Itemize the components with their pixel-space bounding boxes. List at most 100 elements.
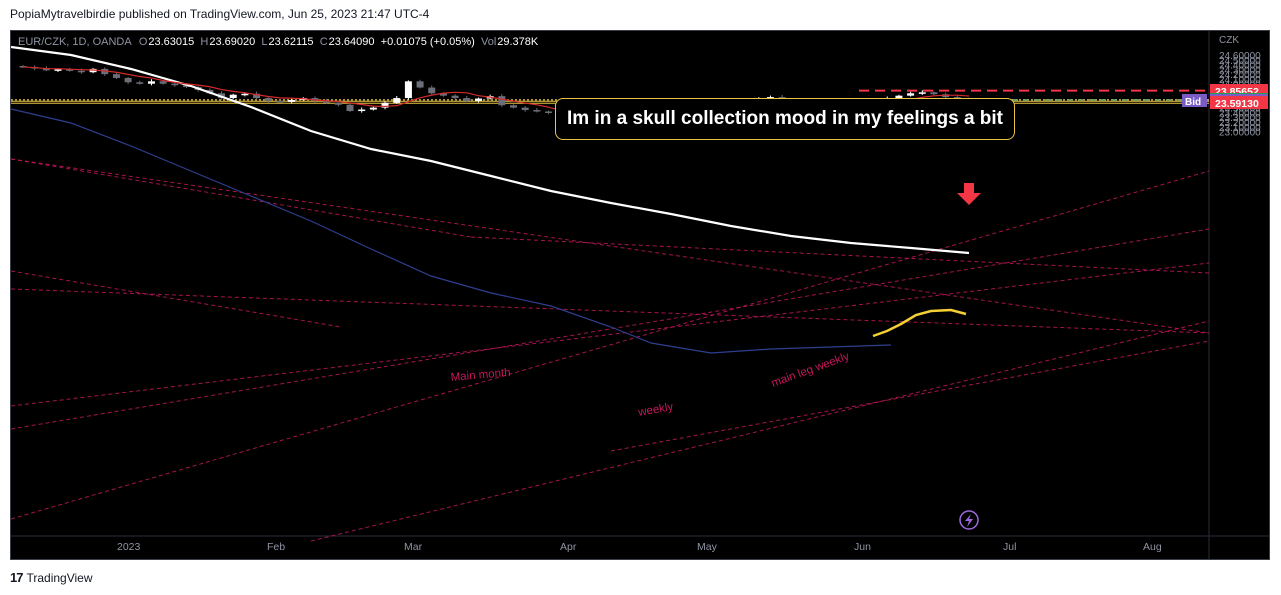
trendline-4 <box>11 262 1210 407</box>
lightning-glyph <box>965 514 973 527</box>
candle-31 <box>381 102 389 108</box>
candle-22 <box>276 100 284 103</box>
candle-13 <box>171 83 179 86</box>
candle-4 <box>66 69 74 71</box>
candle-27 <box>334 102 342 105</box>
candle-10 <box>136 82 144 84</box>
tradingview-logo-icon[interactable]: 17 <box>10 570 24 585</box>
label-weekly: weekly <box>636 401 674 419</box>
x-tick-2023: 2023 <box>117 541 141 553</box>
y-tick-12: 23.40000 <box>1219 108 1261 119</box>
y-tick-0: 24.60000 <box>1219 51 1261 62</box>
legend-high: 23.69020 <box>209 36 256 48</box>
legend-close-label: C <box>319 36 328 48</box>
trendline-5 <box>11 228 1210 430</box>
candle-45 <box>545 111 553 113</box>
x-tick-apr: Apr <box>560 541 577 553</box>
candle-80 <box>953 97 961 99</box>
candle-23 <box>288 99 296 102</box>
candle-9 <box>124 77 132 83</box>
candle-41 <box>498 96 506 106</box>
x-tick-jul: Jul <box>1003 541 1016 553</box>
y-tick-3: 24.30000 <box>1219 65 1261 76</box>
price-tag-bg-5 <box>1182 94 1207 107</box>
ma-blue-line <box>11 108 892 354</box>
price-label-bg-6 <box>1210 96 1268 109</box>
price-label-6: 23.59130 <box>1215 98 1259 110</box>
replay-lightning-icon <box>959 510 979 530</box>
candle-34 <box>416 81 424 88</box>
y-tick-4: 24.20000 <box>1219 70 1261 81</box>
candle-39 <box>474 98 482 101</box>
price-axis-panel <box>1209 31 1269 559</box>
legend-change: +0.01075 (+0.05%) <box>380 36 475 48</box>
candle-21 <box>264 98 272 101</box>
y-tick-1: 24.50000 <box>1219 56 1261 67</box>
candle-8 <box>112 74 120 78</box>
footer: 17 TradingView <box>10 570 93 585</box>
candle-75 <box>895 95 903 99</box>
x-tick-aug: Aug <box>1143 541 1162 553</box>
candle-0 <box>19 66 27 68</box>
trendline-6 <box>11 170 1210 520</box>
symbol-legend: EUR/CZK, 1D, OANDA O23.63015 H23.69020 L… <box>18 36 538 48</box>
candle-3 <box>54 69 62 71</box>
y-tick-5: 24.10000 <box>1219 75 1261 86</box>
candle-19 <box>241 93 249 96</box>
candle-26 <box>323 100 331 103</box>
candle-37 <box>451 95 459 99</box>
y-tick-11: 23.50000 <box>1219 104 1261 115</box>
candle-20 <box>253 93 261 99</box>
footer-brand[interactable]: TradingView <box>26 570 93 585</box>
legend-open: 23.63015 <box>148 36 195 48</box>
annotation-callout[interactable]: Im in a skull collection mood in my feel… <box>555 98 1015 140</box>
candle-78 <box>930 92 938 95</box>
candle-14 <box>183 85 191 88</box>
chart-svg[interactable]: CZK 24.6000024.5000024.4000024.3000024.20… <box>11 31 1269 559</box>
trendline-1 <box>11 158 1210 334</box>
candle-29 <box>358 109 366 112</box>
candle-2 <box>42 68 50 71</box>
candle-12 <box>159 81 167 84</box>
label-main-month: Main month <box>450 367 511 384</box>
candle-11 <box>147 81 155 84</box>
label-main-leg-weekly: main leg weekly <box>770 350 851 389</box>
y-tick-16: 23.00000 <box>1219 128 1261 139</box>
x-tick-mar: Mar <box>404 541 423 553</box>
trendline-2 <box>11 288 1210 334</box>
legend-symbol[interactable]: EUR/CZK, 1D, OANDA <box>18 36 132 48</box>
trendline-8 <box>610 340 1210 452</box>
candle-32 <box>393 98 401 103</box>
trendline-7 <box>310 320 1210 542</box>
candle-42 <box>510 105 518 108</box>
candle-77 <box>918 92 926 94</box>
candle-35 <box>428 87 436 94</box>
candle-43 <box>521 107 529 111</box>
candle-44 <box>533 110 541 112</box>
candle-33 <box>404 81 412 99</box>
legend-open-label: O <box>138 36 148 48</box>
legend-vol-label: Vol <box>480 36 497 48</box>
candle-38 <box>463 98 471 101</box>
axis-currency-label: CZK <box>1219 35 1239 46</box>
candle-36 <box>439 93 447 96</box>
candle-5 <box>77 70 85 73</box>
legend-low: 23.62115 <box>268 36 314 48</box>
price-tag-bid: Bid <box>1185 97 1201 108</box>
candle-30 <box>369 107 377 110</box>
candle-28 <box>346 104 354 111</box>
candle-18 <box>229 94 237 99</box>
y-tick-15: 23.10000 <box>1219 123 1261 134</box>
candle-64 <box>766 97 774 99</box>
x-tick-may: May <box>697 541 718 553</box>
y-tick-14: 23.20000 <box>1219 118 1261 129</box>
trendline-0 <box>11 158 472 238</box>
published-header: PopiaMytravelbirdie published on Trading… <box>10 7 430 21</box>
y-tick-2: 24.40000 <box>1219 61 1261 72</box>
y-tick-13: 23.30000 <box>1219 113 1261 124</box>
x-tick-feb: Feb <box>267 541 285 553</box>
legend-vol: 29.378K <box>497 36 539 48</box>
candle-76 <box>907 93 915 96</box>
ma-yellow-line <box>872 308 967 338</box>
x-tick-jun: Jun <box>854 541 871 553</box>
